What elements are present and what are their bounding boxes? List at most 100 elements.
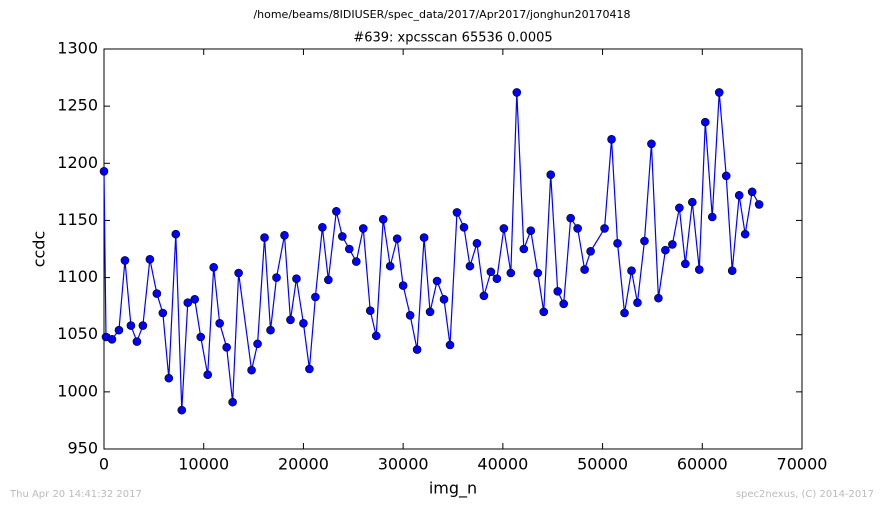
x-tick-label: 10000 (178, 455, 229, 474)
data-point (512, 88, 522, 97)
data-point (266, 325, 275, 335)
data-point (114, 325, 124, 335)
y-tick-label: 950 (67, 439, 98, 458)
data-point (740, 229, 750, 239)
x-tick-label: 0 (99, 455, 109, 474)
y-tick-label: 1050 (57, 324, 98, 343)
data-point (465, 261, 475, 271)
data-point (721, 171, 731, 181)
data-point (727, 266, 737, 276)
data-point (445, 340, 455, 350)
x-tick-label: 70000 (777, 455, 828, 474)
x-tick-label: 30000 (378, 455, 429, 474)
data-point (566, 213, 575, 223)
data-point (272, 273, 281, 282)
footer-date: Thu Apr 20 14:41:32 2017 (9, 489, 142, 500)
data-point (299, 318, 308, 328)
data-point (280, 230, 289, 240)
data-point (318, 222, 327, 232)
data-point (365, 306, 375, 316)
y-tick-label: 1200 (57, 153, 98, 172)
data-point (190, 294, 200, 304)
data-point (607, 134, 616, 144)
data-point (627, 266, 636, 276)
data-point (486, 267, 496, 277)
suptitle: /home/beams/8IDIUSER/spec_data/2017/Apr2… (253, 8, 630, 21)
data-line (103, 92, 760, 411)
data-point (311, 292, 320, 302)
y-axis-label: ccdc (30, 231, 49, 268)
data-point (640, 236, 649, 246)
data-point (286, 315, 295, 325)
data-point (203, 370, 213, 380)
data-point (338, 232, 347, 241)
data-point (405, 310, 415, 320)
data-point (714, 88, 724, 97)
data-point (754, 200, 764, 209)
y-tick-label: 1150 (57, 210, 98, 229)
chart-title: #639: xpcsscan 65536 0.0005 (353, 31, 552, 46)
data-point (132, 337, 142, 346)
data-point (675, 203, 684, 213)
data-point (177, 405, 187, 415)
data-point (526, 226, 536, 236)
data-point (668, 240, 677, 249)
data-point (506, 268, 516, 278)
x-tick-label: 60000 (677, 455, 728, 474)
data-point (546, 170, 556, 180)
data-point (196, 332, 206, 342)
data-point (292, 274, 301, 284)
data-point (152, 289, 162, 298)
y-tick-label: 1100 (57, 267, 98, 286)
data-point (734, 190, 744, 200)
data-point (419, 233, 429, 242)
data-point (492, 274, 502, 284)
data-point (120, 256, 130, 265)
y-tick-label: 1000 (57, 381, 98, 400)
data-point (459, 222, 469, 232)
data-point (412, 345, 422, 354)
x-tick-label: 50000 (577, 455, 628, 474)
data-point (398, 281, 408, 290)
data-point (145, 254, 155, 264)
data-point (747, 187, 757, 197)
data-point (586, 246, 595, 256)
x-tick-label: 40000 (477, 455, 528, 474)
data-point (126, 321, 136, 330)
data-point (553, 286, 563, 296)
data-point (439, 294, 449, 304)
data-point (371, 331, 381, 341)
data-point (164, 373, 174, 383)
data-point (633, 298, 642, 308)
data-point (228, 397, 237, 407)
data-point (661, 245, 670, 255)
data-point (432, 276, 442, 286)
data-point (681, 259, 690, 269)
data-point (222, 342, 231, 352)
data-point (385, 261, 395, 271)
data-point (209, 262, 218, 272)
data-point (324, 275, 333, 285)
data-point (351, 257, 361, 266)
data-point (107, 334, 117, 344)
data-point (253, 339, 262, 349)
y-tick-label: 1250 (57, 96, 98, 115)
footer-credit: spec2nexus, (C) 2014-2017 (736, 489, 874, 500)
data-point (620, 308, 629, 318)
data-point (344, 244, 354, 254)
data-point (688, 197, 697, 207)
data-point (694, 265, 704, 274)
data-point (499, 224, 509, 233)
data-point (472, 238, 482, 248)
data-point (99, 166, 109, 176)
data-point (647, 139, 656, 149)
x-axis-label: img_n (429, 479, 477, 499)
data-point (580, 265, 589, 274)
data-point (378, 214, 388, 224)
data-point (392, 234, 402, 244)
data-point (332, 206, 341, 216)
data-point (707, 212, 717, 222)
data-point (533, 268, 543, 278)
data-point (539, 307, 549, 317)
